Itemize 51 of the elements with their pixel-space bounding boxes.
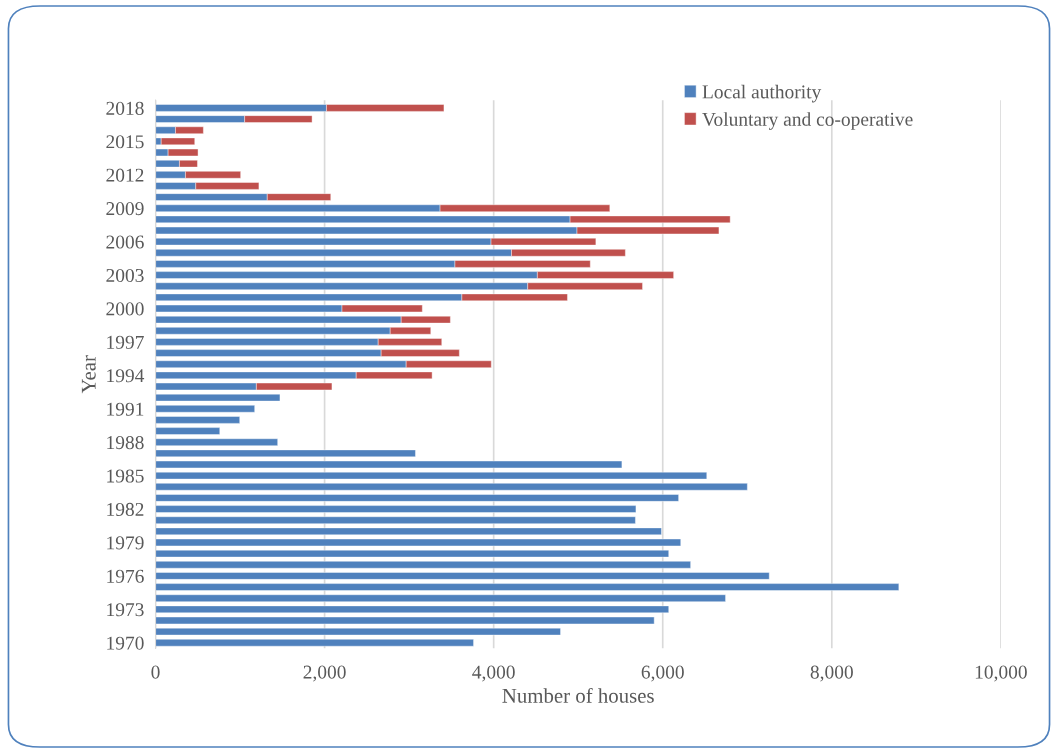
bar [155,460,623,469]
bar [155,516,636,524]
bar [155,549,669,558]
y-tick-label: 1997 [107,335,144,349]
bar [155,483,748,491]
bar [155,627,561,636]
y-tick-label: 1988 [107,436,144,450]
bar [155,416,240,424]
bar [155,438,278,446]
y-tick-label: 1976 [107,569,144,583]
bar [155,505,637,513]
x-axis-title: Number of houses [502,687,654,703]
y-tick-label: 2012 [106,168,144,182]
bar [155,527,662,536]
bar [155,405,255,413]
bar [155,494,679,502]
bar [155,393,281,402]
bar [155,561,691,569]
y-tick-label: 1979 [107,536,144,550]
bar [155,594,726,602]
y-tick-label: 1994 [107,369,145,383]
bar [155,449,416,458]
bar [155,471,707,480]
y-tick-label: 2006 [106,235,144,249]
y-axis-title: Year [81,355,96,394]
y-tick-label: 1985 [107,469,144,483]
y-tick-label: 2009 [106,202,144,216]
legend-label: Voluntary and co-operative [702,112,913,130]
x-tick-label: 6,000 [641,665,684,682]
legend-label: Local authority [702,84,822,103]
x-tick-label: 2,000 [303,665,346,682]
bar [155,583,900,591]
x-tick-label: 10,000 [975,665,1027,682]
y-tick-label: 2015 [106,135,144,149]
bar [155,572,770,580]
x-tick-label: 0 [151,665,160,679]
y-tick-label: 1982 [107,502,144,516]
bar [155,639,474,647]
y-tick-label: 1970 [107,636,144,650]
y-tick-label: 2018 [106,101,144,115]
y-tick-label: 1991 [107,402,144,416]
x-tick-label: 8,000 [810,665,853,682]
y-tick-label: 2000 [106,302,144,316]
bar [155,427,220,435]
bar [160,137,195,146]
y-tick-label: 1973 [107,603,144,617]
x-tick-label: 4,000 [472,665,515,682]
bar [155,538,681,547]
bar [155,616,655,625]
bar [155,605,669,613]
y-tick-label: 2003 [106,268,144,283]
